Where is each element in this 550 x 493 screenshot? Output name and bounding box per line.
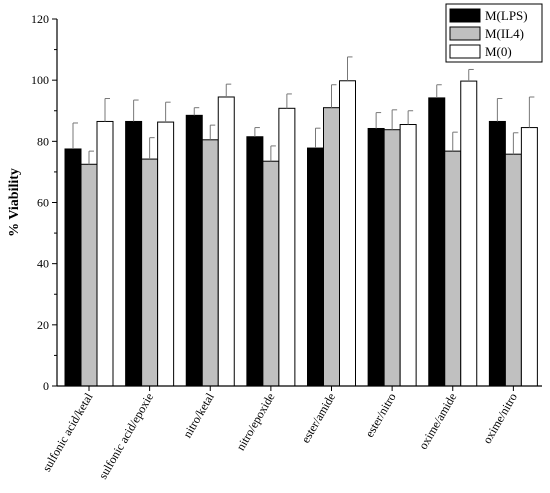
y-tick-label: 80 (37, 134, 49, 148)
error-bars-layer (72, 56, 535, 165)
bar-m-0--6 (460, 80, 478, 387)
legend-swatch (449, 26, 481, 41)
x-tick-label: oxime/nitro (480, 391, 520, 446)
legend-label: M(IL4) (485, 26, 524, 41)
bar-m-0--2 (217, 96, 235, 387)
y-tick-label: 20 (37, 318, 49, 332)
bar-m-il4--0 (80, 163, 98, 387)
bar-m-il4--1 (141, 158, 159, 387)
bar-m-0--0 (96, 120, 114, 387)
legend-swatch (449, 44, 481, 59)
bar-m-lps--5 (367, 127, 385, 387)
y-tick-label: 120 (31, 12, 49, 26)
bar-m-lps--0 (64, 148, 82, 387)
x-tick-label: oxime/amide (416, 391, 459, 452)
bar-m-il4--4 (323, 107, 340, 387)
y-tick-label: 0 (43, 379, 49, 393)
bar-m-il4--3 (262, 160, 280, 387)
x-tick-label: ester/nitro (362, 391, 398, 440)
x-tick-label: sulfonic acid/ketal (39, 390, 96, 474)
x-tick-label: ester/amide (298, 391, 338, 446)
legend-label: M(0) (485, 44, 512, 59)
bar-m-il4--5 (383, 129, 401, 387)
y-tick-label: 100 (31, 73, 49, 87)
bars-layer (64, 80, 538, 387)
legend: M(LPS) M(IL4) M(0) (445, 3, 543, 63)
bar-m-lps--7 (488, 120, 506, 387)
bar-m-0--4 (339, 80, 356, 387)
bar-m-0--5 (399, 124, 417, 387)
x-tick-label: nitro/epoxide (233, 391, 277, 453)
bar-m-il4--2 (201, 139, 219, 387)
bar-m-lps--2 (185, 114, 203, 387)
bar-m-il4--7 (504, 153, 522, 387)
bar-m-0--3 (278, 107, 296, 387)
bar-m-lps--4 (307, 147, 324, 387)
bar-m-0--1 (157, 121, 175, 387)
y-tick-label: 40 (37, 257, 49, 271)
bar-m-0--7 (520, 127, 538, 387)
bar-m-lps--3 (246, 136, 264, 387)
x-tick-label: nitro/ketal (180, 390, 217, 440)
y-axis-title: % Viability (7, 168, 22, 237)
legend-swatch (449, 8, 481, 23)
x-tick-label: sulfonic acid/epoxie (96, 391, 157, 482)
y-tick-label: 60 (37, 196, 49, 210)
legend-label: M(LPS) (485, 8, 528, 23)
bar-m-il4--6 (444, 150, 462, 387)
bar-m-lps--6 (428, 97, 446, 387)
bar-m-lps--1 (125, 120, 143, 387)
